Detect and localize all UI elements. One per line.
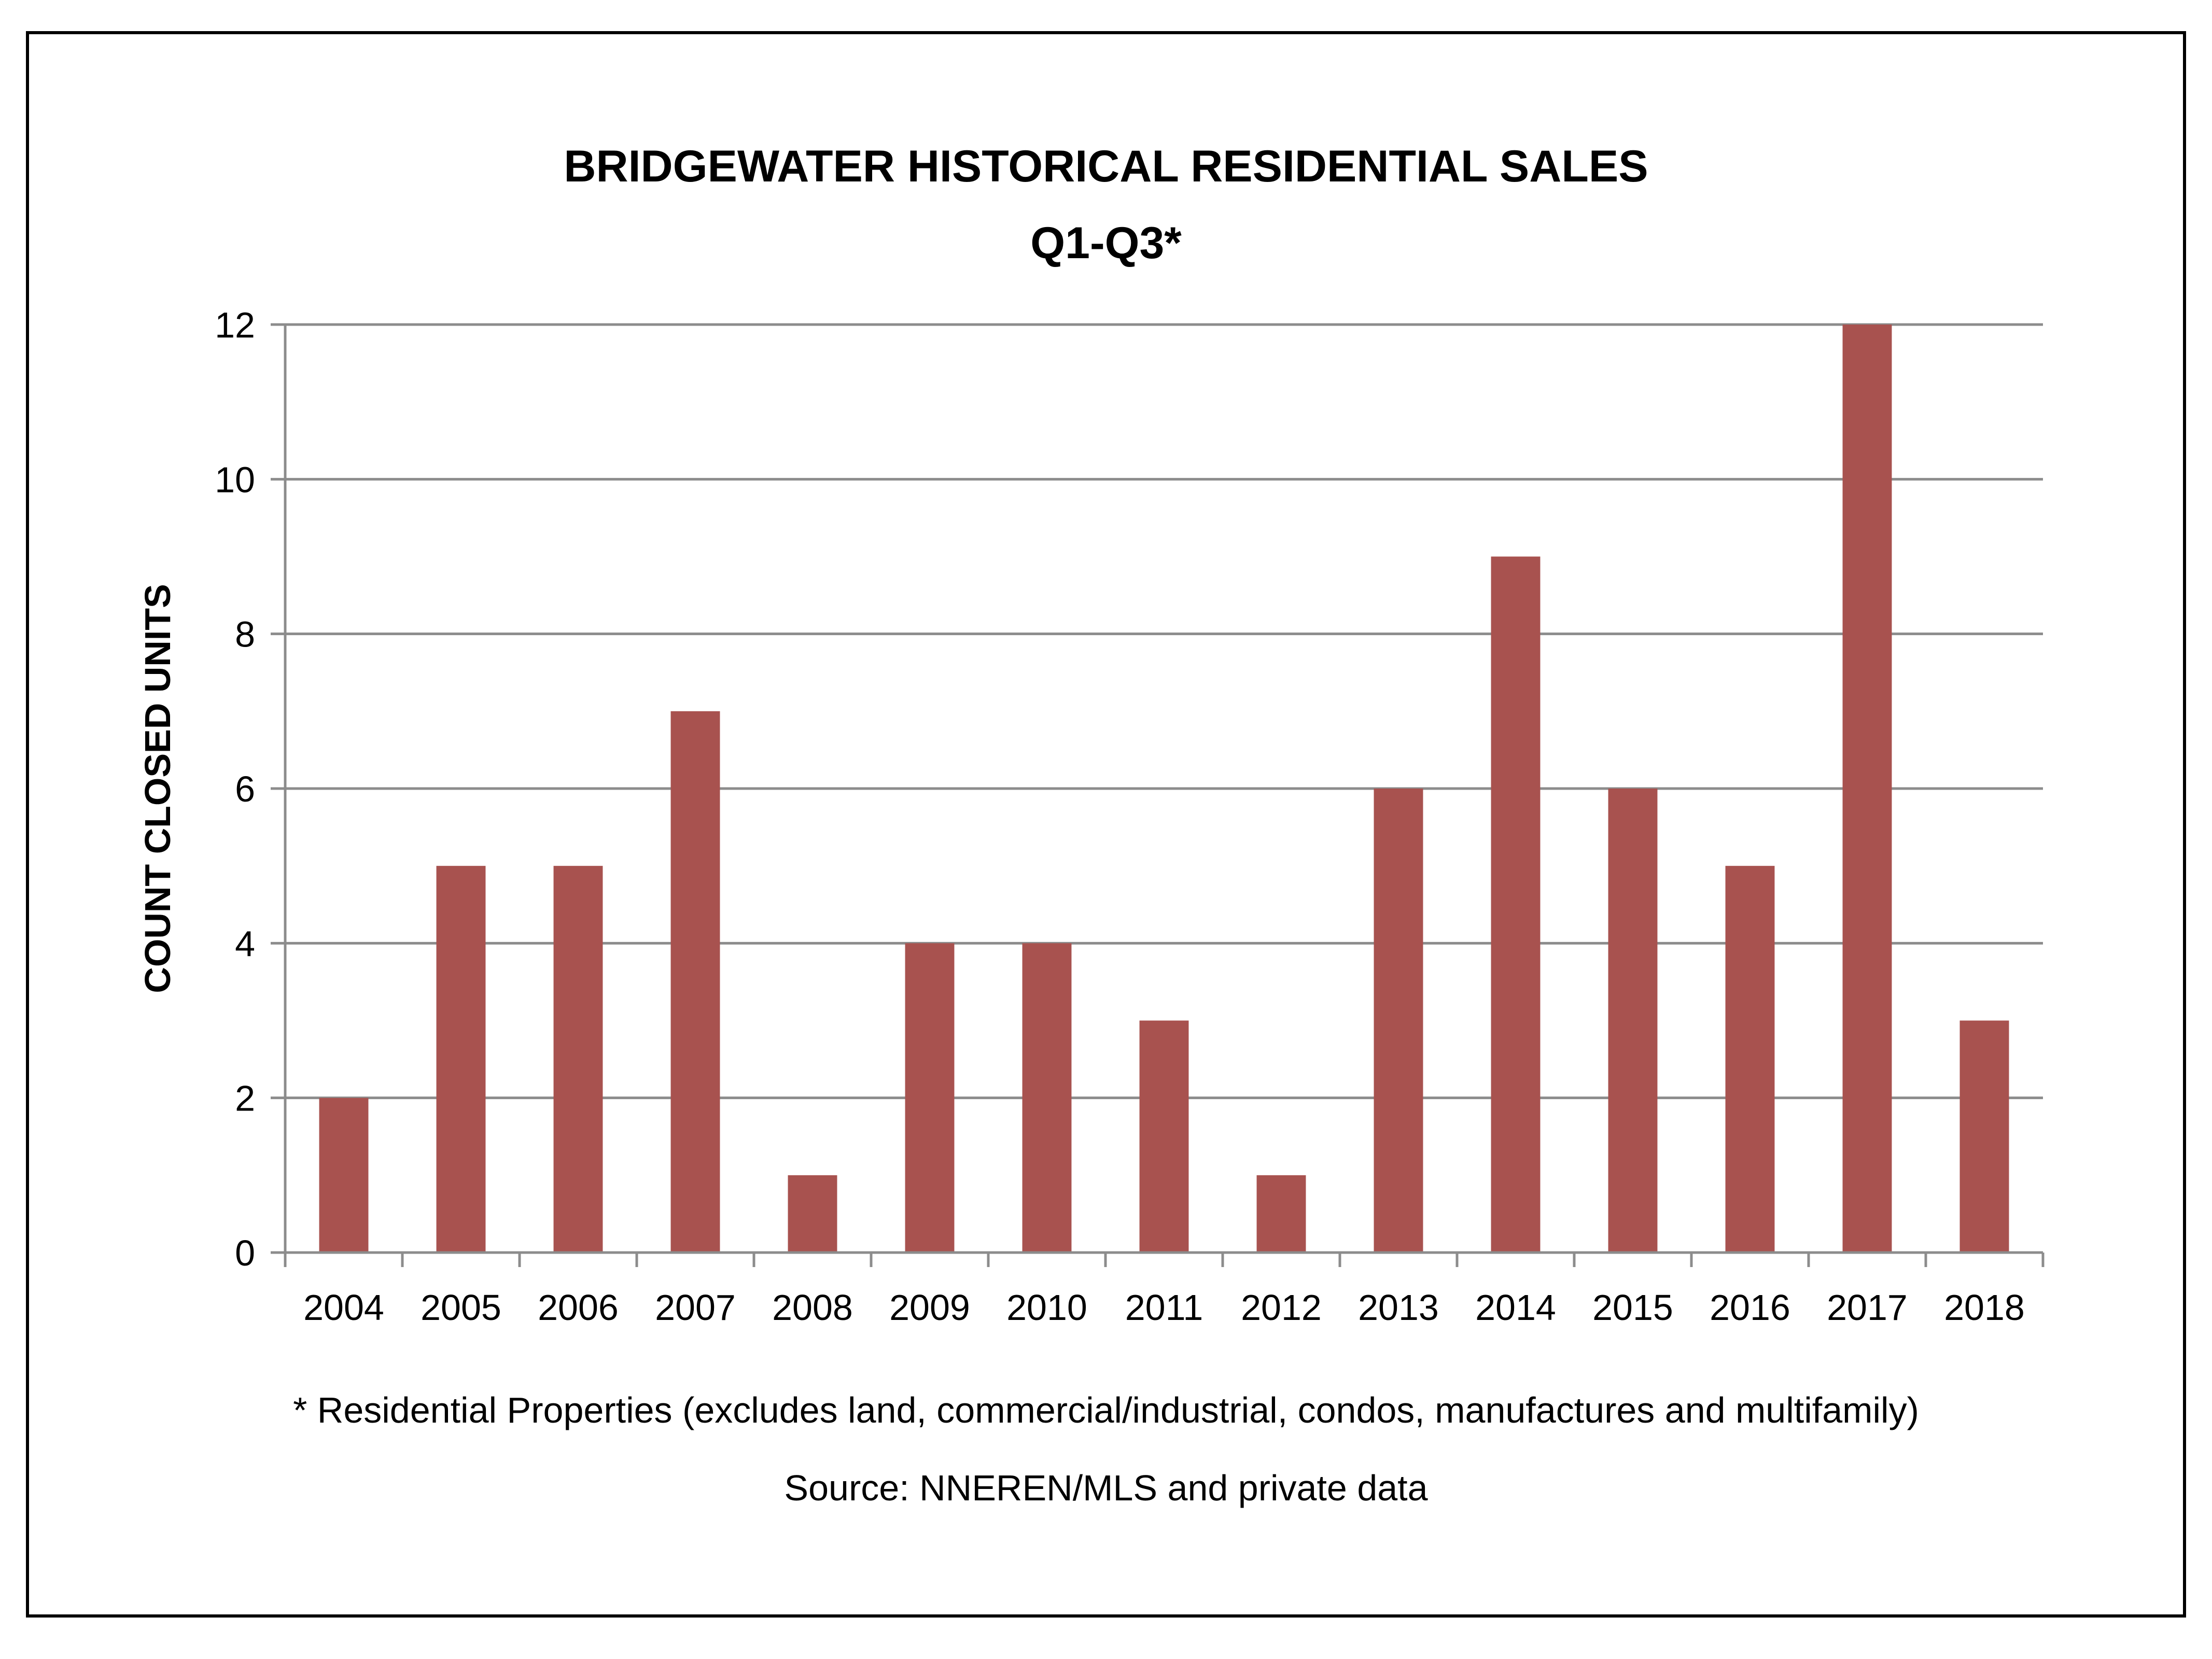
y-tick-label: 2 (235, 1078, 255, 1119)
bar-2008 (788, 1175, 837, 1253)
x-tick-label: 2014 (1475, 1287, 1556, 1328)
bar-2015 (1608, 789, 1658, 1253)
bar-2014 (1491, 556, 1541, 1253)
y-tick-label: 6 (235, 769, 255, 809)
x-tick-label: 2010 (1006, 1287, 1087, 1328)
bar-2011 (1139, 1020, 1189, 1253)
y-tick-label: 10 (215, 459, 255, 500)
x-tick-label: 2007 (655, 1287, 736, 1328)
x-tick-label: 2016 (1710, 1287, 1790, 1328)
chart-subtitle: Q1-Q3* (1030, 218, 1182, 268)
bar-2013 (1374, 789, 1423, 1253)
bar-2009 (905, 943, 955, 1253)
y-tick-label: 12 (215, 305, 255, 345)
bar-2018 (1959, 1020, 2009, 1253)
x-tick-label: 2009 (889, 1287, 970, 1328)
x-tick-label: 2017 (1827, 1287, 1908, 1328)
bar-2004 (319, 1098, 369, 1253)
bar-2006 (553, 866, 603, 1253)
y-tick-label: 0 (235, 1233, 255, 1273)
x-tick-label: 2006 (538, 1287, 619, 1328)
bar-2010 (1022, 943, 1072, 1253)
y-tick-label: 4 (235, 923, 255, 964)
y-tick-label: 8 (235, 614, 255, 655)
x-tick-label: 2015 (1592, 1287, 1673, 1328)
x-tick-label: 2004 (303, 1287, 384, 1328)
bars (319, 325, 2009, 1253)
bar-2005 (436, 866, 486, 1253)
x-tick-label: 2008 (772, 1287, 853, 1328)
gridlines (285, 323, 2043, 1100)
bar-2016 (1725, 866, 1775, 1253)
source-text: Source: NNEREN/MLS and private data (784, 1468, 1428, 1508)
axes (271, 323, 2045, 1267)
bar-2012 (1256, 1175, 1306, 1253)
bar-2007 (670, 711, 720, 1253)
bar-2017 (1842, 325, 1892, 1253)
chart-title: BRIDGEWATER HISTORICAL RESIDENTIAL SALES (564, 142, 1648, 191)
x-tick-label: 2011 (1125, 1287, 1203, 1328)
x-tick-label: 2018 (1944, 1287, 2025, 1328)
y-axis-title: COUNT CLOSED UNITS (137, 584, 178, 993)
x-tick-label: 2013 (1358, 1287, 1439, 1328)
footnote-text: * Residential Properties (excludes land,… (293, 1390, 1919, 1430)
tick-labels: 0 2 4 6 8 10 12 2004 2005 2006 2007 2008 2009 2010 201… (215, 305, 2025, 1328)
x-tick-label: 2005 (421, 1287, 501, 1328)
chart-frame (26, 31, 2186, 1618)
x-tick-label: 2012 (1241, 1287, 1322, 1328)
